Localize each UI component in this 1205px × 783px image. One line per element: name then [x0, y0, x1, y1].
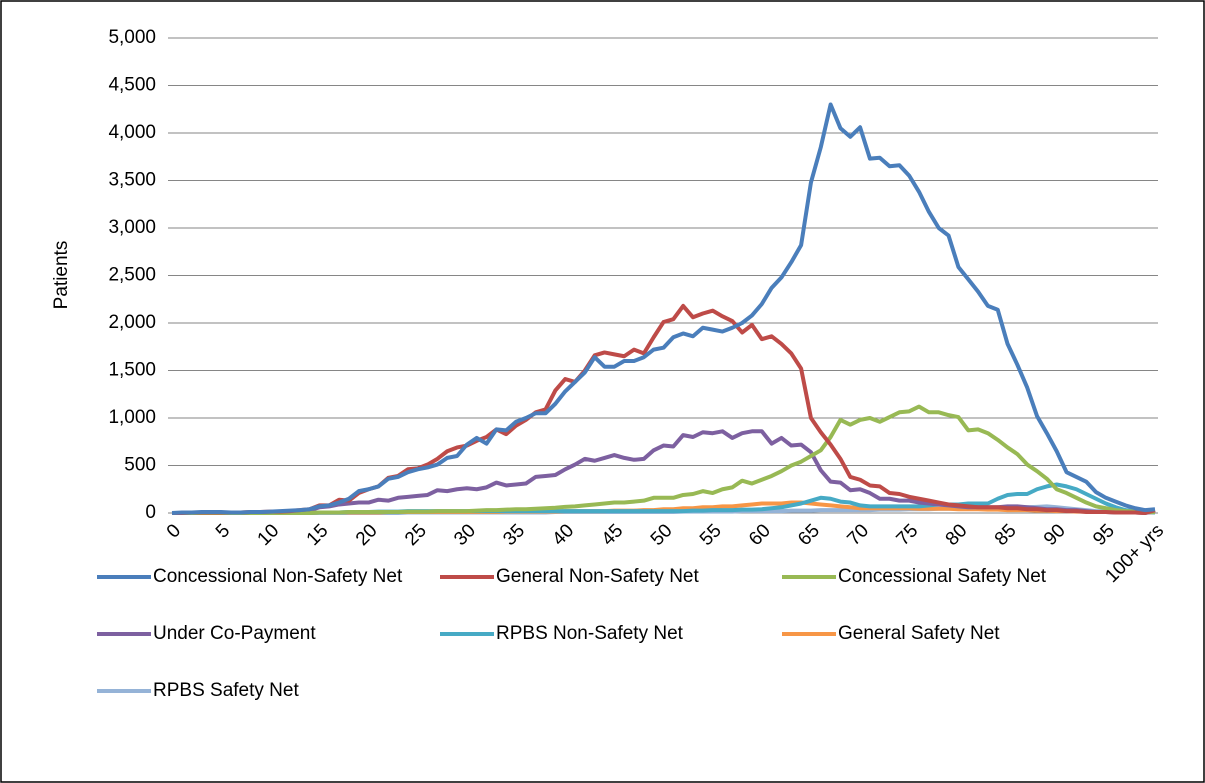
y-tick-label: 1,500 — [108, 360, 156, 381]
y-tick-label: 4,000 — [108, 122, 156, 143]
y-tick-label: 3,000 — [108, 217, 156, 238]
legend-label: Under Co-Payment — [153, 623, 316, 644]
y-axis-label: Patients — [51, 241, 72, 310]
legend-label: Concessional Safety Net — [838, 566, 1047, 587]
y-tick-label: 0 — [145, 502, 156, 523]
legend-label: RPBS Safety Net — [153, 680, 299, 701]
y-tick-label: 2,500 — [108, 265, 156, 286]
y-tick-label: 1,000 — [108, 407, 156, 428]
y-tick-label: 2,000 — [108, 312, 156, 333]
y-tick-label: 4,500 — [108, 75, 156, 96]
line-series — [171, 102, 1156, 515]
legend-label: RPBS Non-Safety Net — [496, 623, 684, 644]
legend-label: Concessional Non-Safety Net — [153, 566, 403, 587]
legend-label: General Non-Safety Net — [496, 566, 699, 587]
y-tick-label: 3,500 — [108, 170, 156, 191]
y-tick-label: 500 — [124, 455, 156, 476]
y-tick-label: 5,000 — [108, 27, 156, 48]
legend-label: General Safety Net — [838, 623, 1000, 644]
line-series — [172, 404, 1155, 515]
